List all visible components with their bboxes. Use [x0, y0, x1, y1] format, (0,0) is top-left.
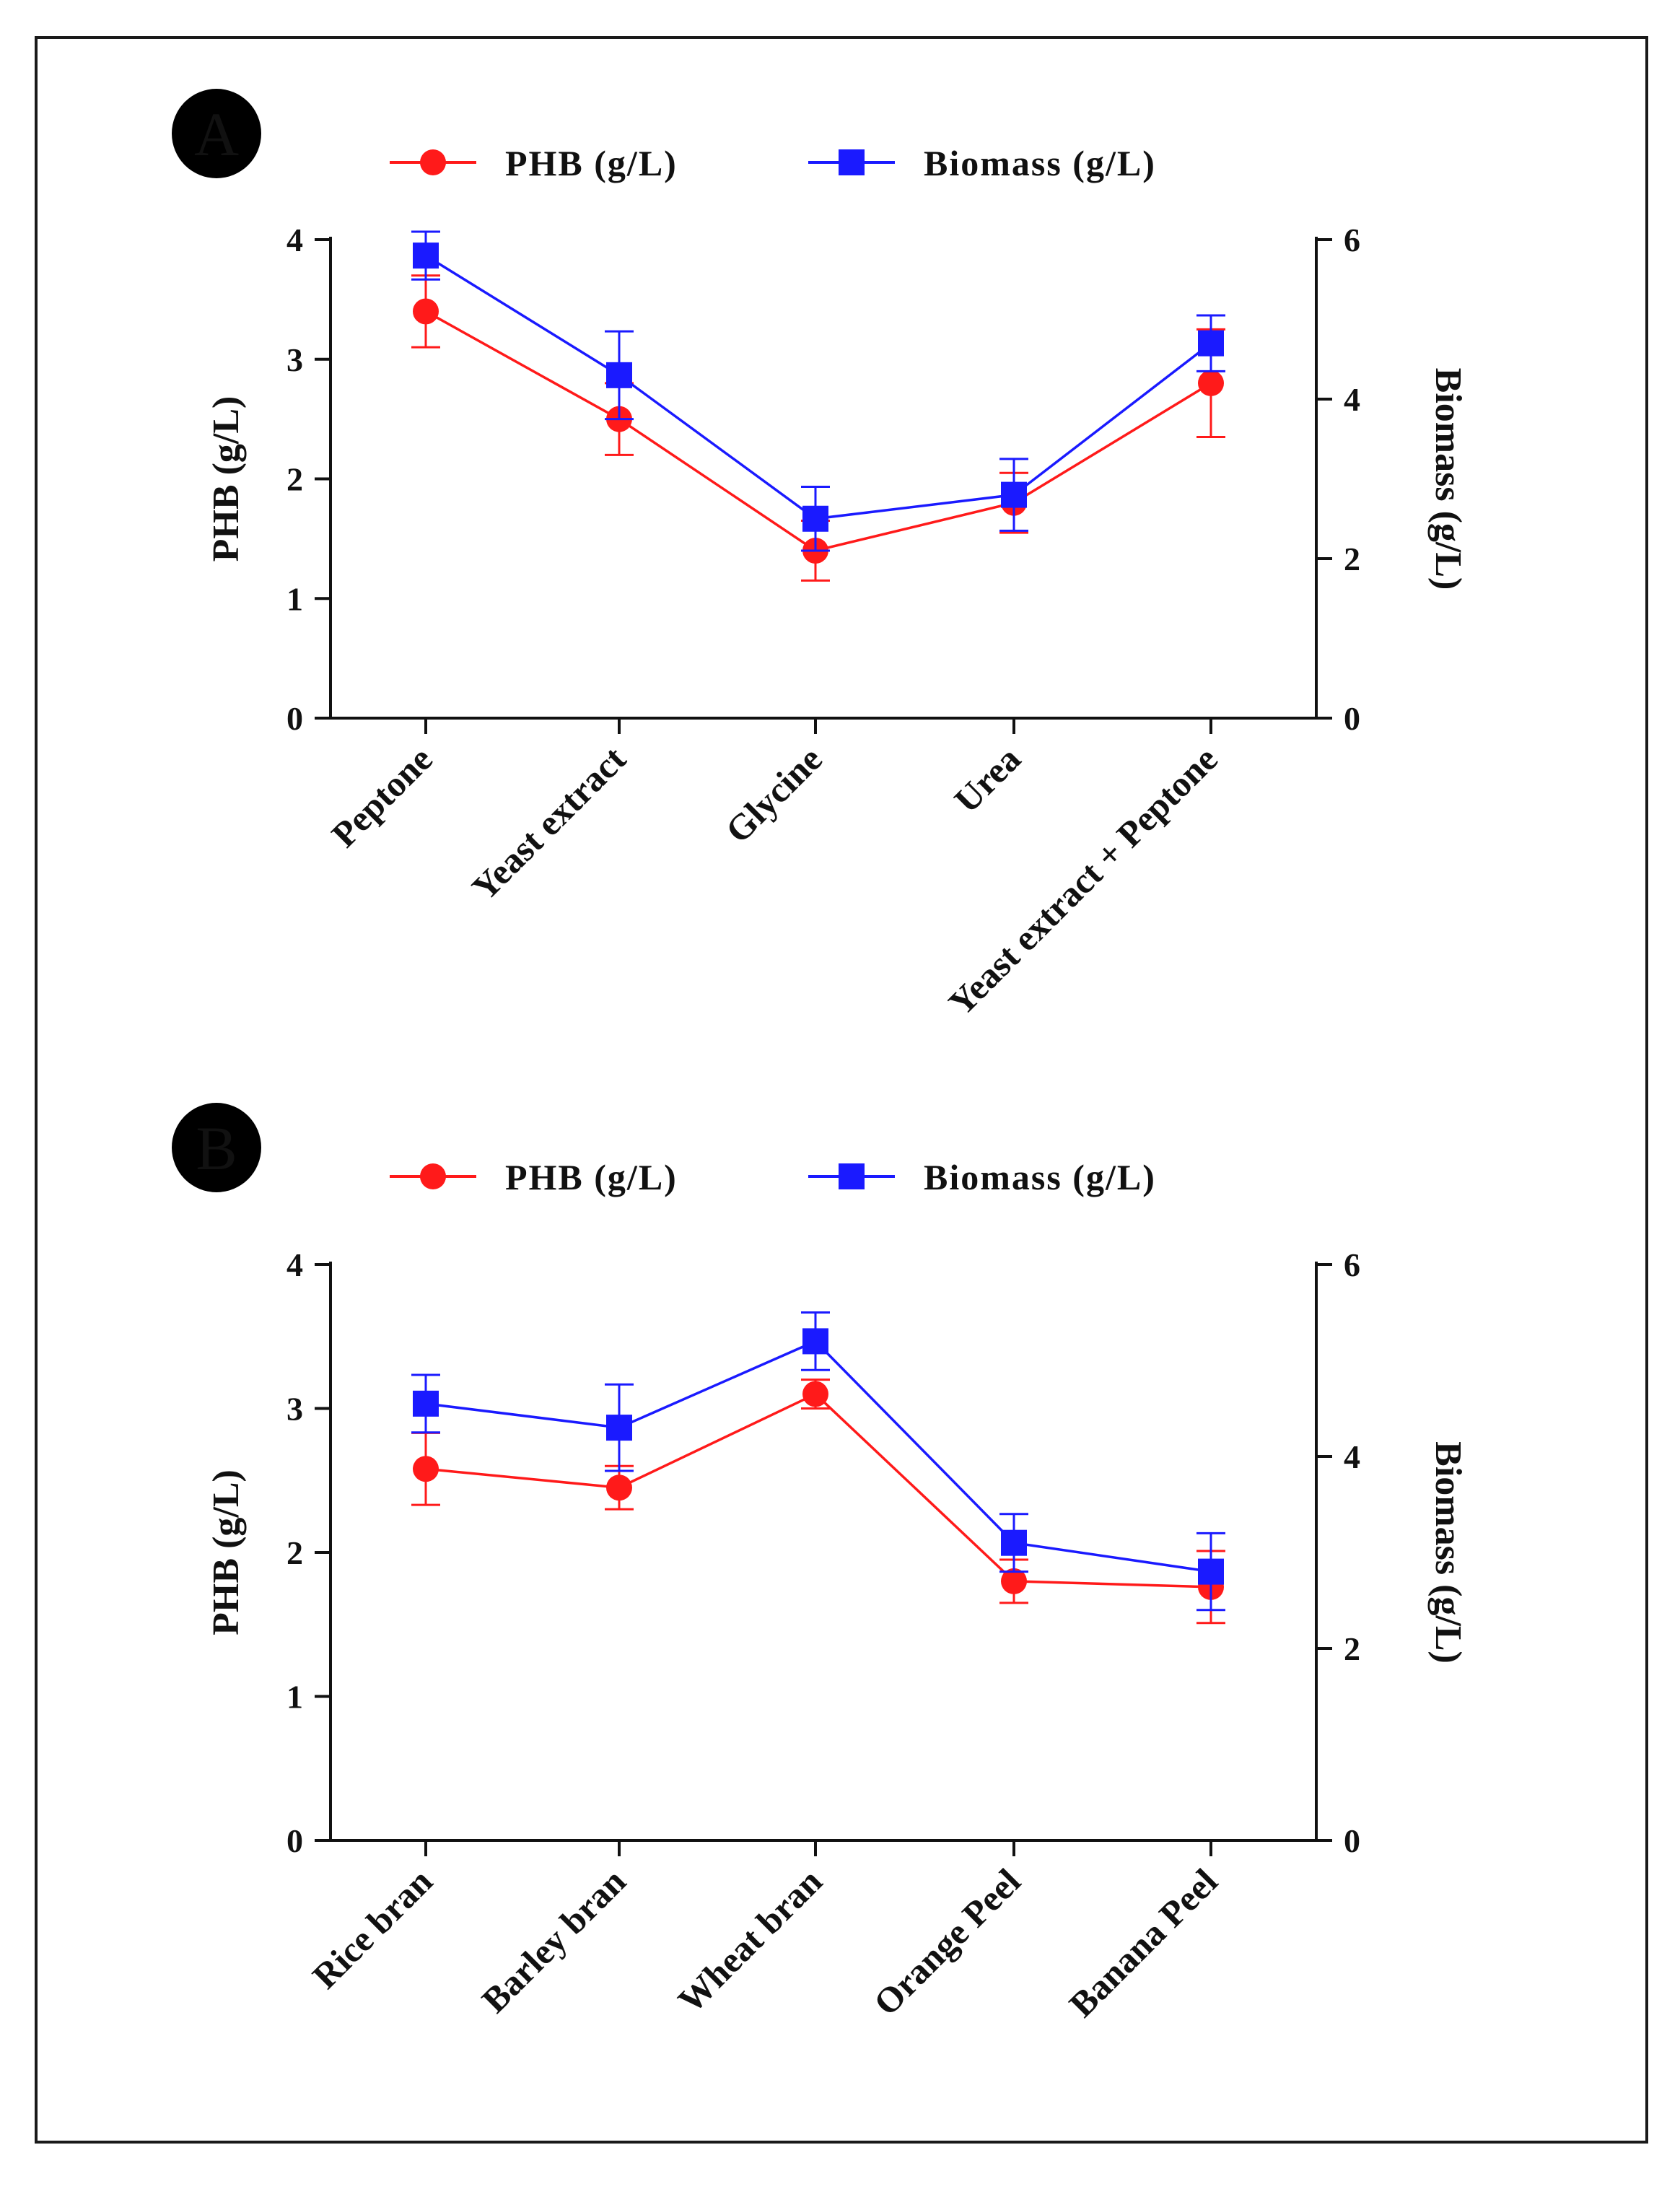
legend-marker-square: [839, 149, 865, 175]
data-point: [1198, 370, 1224, 396]
series-line: [425, 1340, 1212, 1573]
legend-marker-circle: [420, 149, 446, 175]
data-point: [1198, 330, 1224, 357]
chart-panel-a: A PHB (g/L) Biomass (g/L) 0 1 2 3 4 0 2 4 6 PHB (g/L…: [172, 89, 1469, 1023]
panel-badge: [172, 89, 261, 178]
legend-marker-circle: [420, 1163, 446, 1189]
panel-letter: B: [196, 1114, 237, 1183]
series-line: [425, 1392, 1212, 1589]
x-tick-label: Rice bran: [305, 1861, 440, 1996]
data-point: [1001, 1529, 1027, 1556]
y-axis-title-left: PHB (g/L): [206, 1469, 247, 1635]
data-point: [413, 243, 439, 269]
chart-panel-b: B PHB (g/L) Biomass (g/L) 0 1 2 3 4 0 2 4 6 PHB (g/L…: [172, 1103, 1469, 2024]
y-tick-label-right: 2: [1344, 541, 1360, 577]
x-tick-label: Yeast extract: [464, 738, 634, 908]
data-point: [606, 362, 632, 388]
data-point: [1001, 481, 1027, 508]
x-tick-label: Peptone: [323, 738, 439, 855]
data-point: [802, 1328, 828, 1355]
y-tick-label-right: 0: [1344, 1822, 1360, 1859]
data-point: [413, 298, 439, 325]
legend-label: Biomass (g/L): [924, 1157, 1156, 1197]
x-tick-label: Glycine: [717, 738, 829, 850]
legend-label: Biomass (g/L): [924, 143, 1156, 183]
data-point: [802, 1381, 828, 1407]
panel-badge: [172, 1103, 261, 1192]
legend-marker-square: [839, 1163, 865, 1189]
y-tick-label-right: 2: [1344, 1630, 1360, 1667]
y-tick-label-left: 3: [286, 341, 303, 378]
y-tick-label-right: 6: [1344, 1246, 1360, 1283]
figure-frame: [35, 36, 1648, 2144]
data-point: [606, 1474, 632, 1501]
y-tick-label-right: 4: [1344, 381, 1360, 418]
y-tick-label-left: 0: [286, 1822, 303, 1859]
y-axis-title-right: Biomass (g/L): [1427, 1441, 1469, 1664]
x-tick-label: Urea: [946, 738, 1028, 821]
data-point: [1001, 1568, 1027, 1594]
data-point: [606, 1415, 632, 1441]
y-tick-label-left: 1: [286, 1679, 303, 1716]
data-point: [1198, 1558, 1224, 1585]
y-tick-label-right: 6: [1344, 222, 1360, 258]
x-tick-label: Orange Peel: [866, 1861, 1028, 2023]
y-tick-label-left: 1: [286, 580, 303, 617]
y-tick-label-left: 0: [286, 700, 303, 737]
y-tick-label-left: 4: [286, 222, 303, 258]
y-tick-label-right: 4: [1344, 1438, 1360, 1475]
y-tick-label-left: 4: [286, 1246, 303, 1283]
panel-letter: A: [194, 100, 239, 169]
y-axis-title-left: PHB (g/L): [206, 396, 247, 562]
series-line: [425, 254, 1212, 520]
y-tick-label-left: 2: [286, 1534, 303, 1571]
data-point: [802, 505, 828, 532]
y-tick-label-left: 3: [286, 1391, 303, 1428]
y-tick-label-left: 2: [286, 461, 303, 498]
y-axis-title-right: Biomass (g/L): [1427, 368, 1469, 590]
legend-label: PHB (g/L): [505, 1157, 678, 1197]
y-tick-label-right: 0: [1344, 700, 1360, 737]
data-point: [413, 1456, 439, 1482]
data-point: [413, 1390, 439, 1417]
x-tick-label: Banana Peel: [1062, 1861, 1225, 2024]
x-tick-label: Barley bran: [473, 1861, 633, 2020]
legend-label: PHB (g/L): [505, 143, 678, 183]
x-tick-label: Wheat bran: [670, 1861, 829, 2020]
